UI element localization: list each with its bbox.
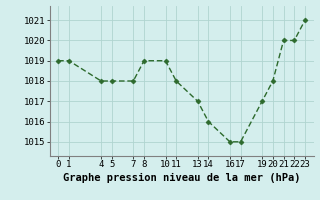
X-axis label: Graphe pression niveau de la mer (hPa): Graphe pression niveau de la mer (hPa) [63,173,300,183]
